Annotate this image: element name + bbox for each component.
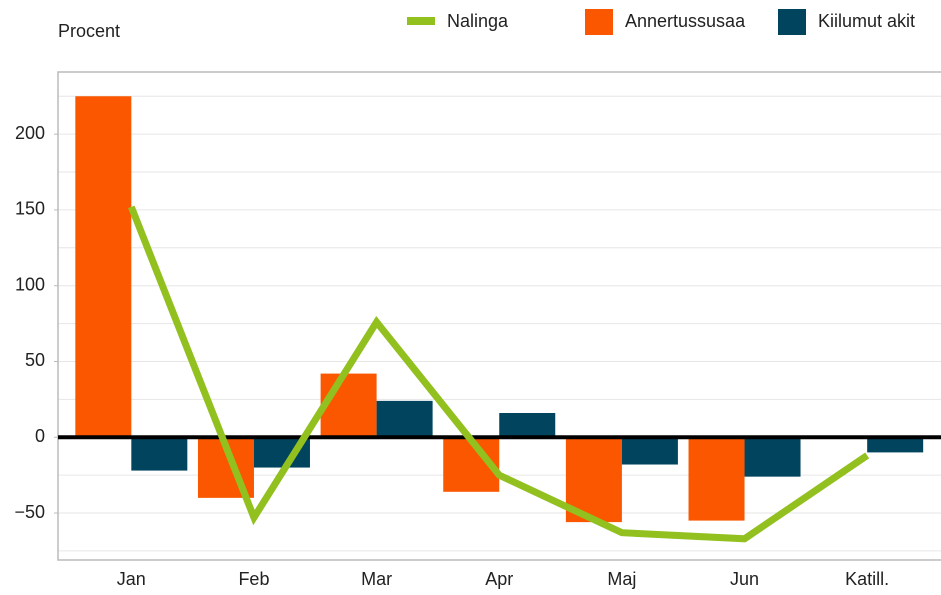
legend-label: Annertussusaa xyxy=(625,11,746,31)
bar xyxy=(744,437,801,477)
x-tick-label: Apr xyxy=(485,569,513,589)
bar xyxy=(131,437,188,471)
bar xyxy=(320,373,377,438)
legend-swatch xyxy=(585,9,613,35)
x-tick-label: Mar xyxy=(361,569,392,589)
bar xyxy=(867,437,924,453)
line xyxy=(128,205,870,543)
y-tick-label: 150 xyxy=(15,199,45,219)
legend-label: Kiilumut akit xyxy=(818,11,915,31)
x-tick-label: Maj xyxy=(607,569,636,589)
bar xyxy=(499,412,556,438)
x-tick-label: Katill. xyxy=(845,569,889,589)
x-tick-label: Jan xyxy=(117,569,146,589)
x-tick-label: Feb xyxy=(238,569,269,589)
legend-label: Nalinga xyxy=(447,11,509,31)
x-tick-label: Jun xyxy=(730,569,759,589)
y-axis-label: Procent xyxy=(58,21,120,41)
y-tick-label: 0 xyxy=(35,426,45,446)
plot-frame xyxy=(57,71,941,561)
y-tick-label: 50 xyxy=(25,350,45,370)
legend-swatch xyxy=(778,9,806,35)
bar xyxy=(376,400,433,438)
bar xyxy=(688,437,745,521)
y-tick-label: 100 xyxy=(15,274,45,294)
legend-swatch xyxy=(407,17,435,25)
y-tick-label: −50 xyxy=(14,502,45,522)
y-tick-label: 200 xyxy=(15,123,45,143)
bar xyxy=(621,437,678,465)
bar xyxy=(75,96,132,438)
